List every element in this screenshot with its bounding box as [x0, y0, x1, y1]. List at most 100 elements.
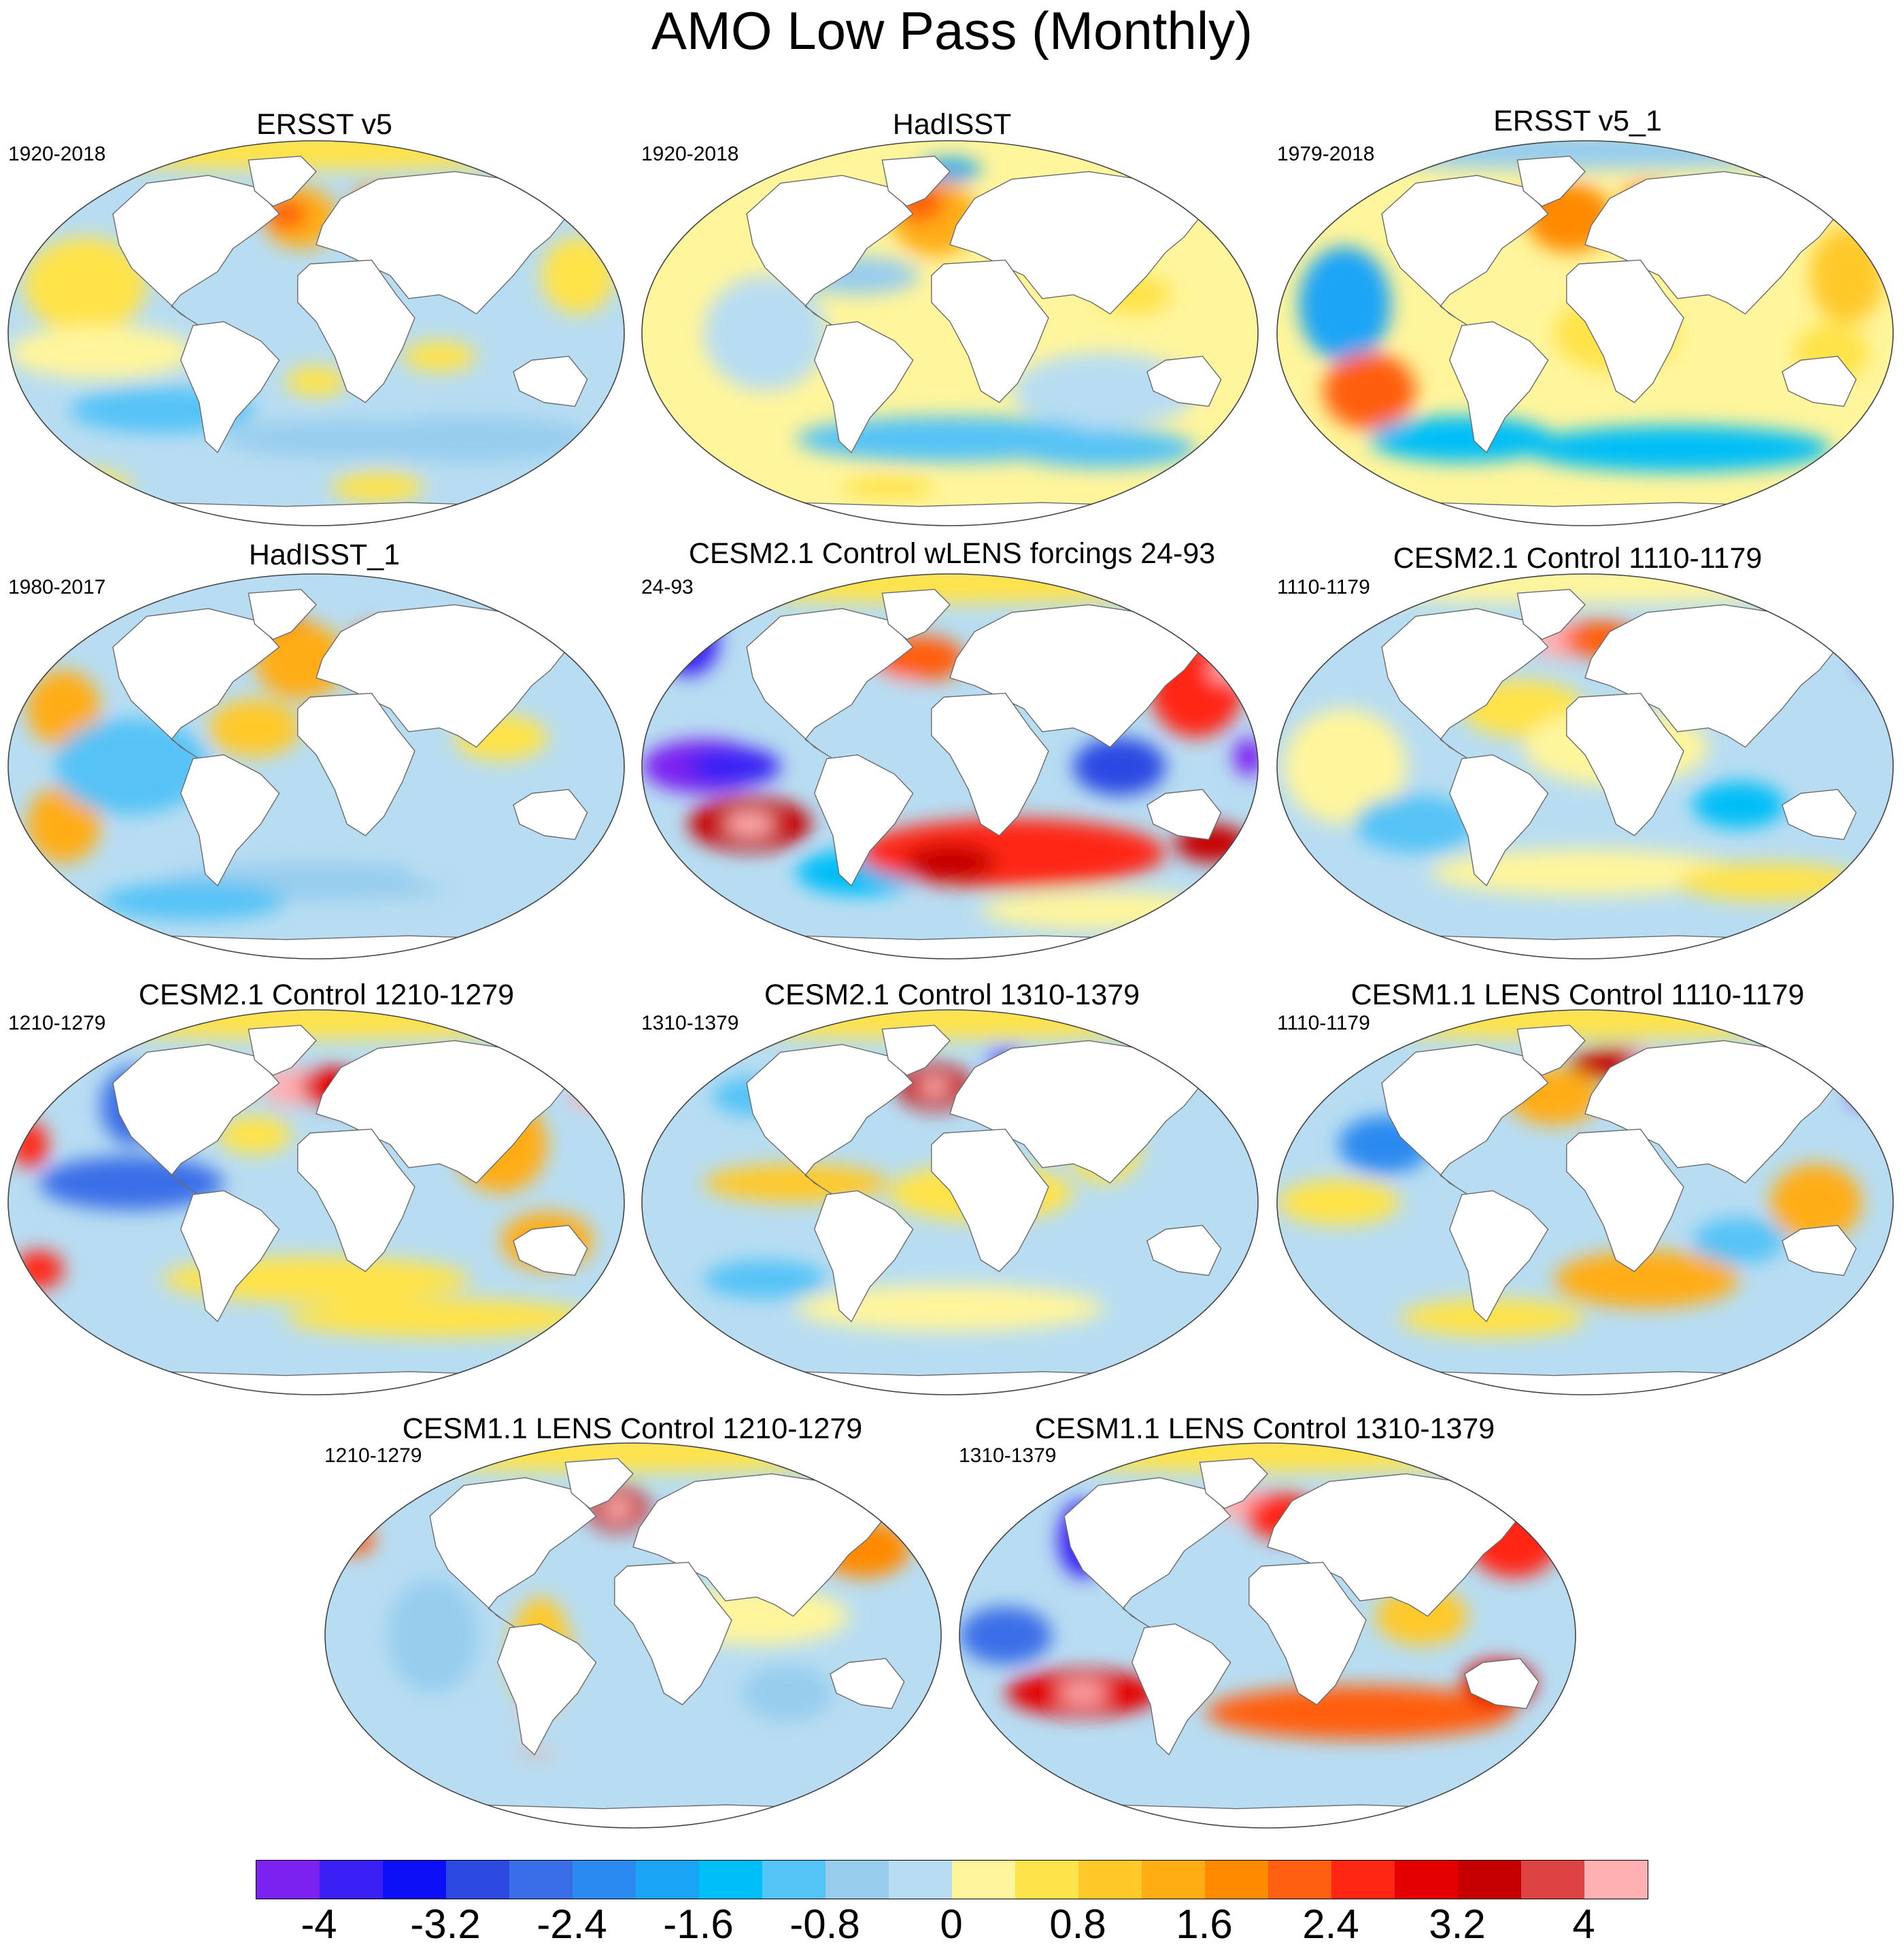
anomaly-region [208, 698, 301, 757]
land-antarctica [647, 1371, 1253, 1395]
map-field [1277, 574, 1893, 959]
panel-period-6: 1110-1179 [1277, 576, 1370, 598]
colorbar [256, 1860, 1648, 1899]
panel-title-5: CESM2.1 Control wLENS forcings 24-93 [688, 537, 1216, 570]
land-northAmerica [746, 1044, 914, 1195]
anomaly-region [919, 1077, 950, 1097]
colorbar-swatch [256, 1861, 320, 1899]
land-africa [297, 259, 415, 403]
colorbar-swatch [1521, 1861, 1584, 1899]
anomaly-region [1208, 658, 1246, 682]
land-australia [513, 1225, 588, 1276]
map-border [1276, 140, 1894, 526]
colorbar-tick-label: 0 [940, 1901, 963, 1947]
map-panel-1 [7, 140, 625, 526]
anomaly-region [1400, 1298, 1585, 1338]
anomaly-region [981, 891, 1227, 930]
land-greenland [881, 588, 951, 640]
anomaly-region [1277, 1179, 1401, 1225]
land-antarctica [330, 1804, 936, 1828]
land-australia [1146, 789, 1222, 841]
colorbar-swatch [762, 1861, 826, 1899]
panel-title-2: HadISST [892, 108, 1012, 141]
map-border [7, 1009, 625, 1395]
land-northAmerica [746, 608, 914, 760]
land-greenland [248, 1024, 317, 1076]
colorbar-tick-label: 2.4 [1302, 1901, 1359, 1947]
panel-period-5: 24-93 [641, 576, 694, 598]
anomaly-region [1206, 1685, 1514, 1740]
land-northAmerica [1064, 1477, 1231, 1629]
land-africa [1566, 1128, 1684, 1272]
land-southAmerica [1448, 321, 1549, 454]
colorbar-swatch [383, 1861, 446, 1899]
map-border [1276, 573, 1894, 960]
panel-title-6: CESM2.1 Control 1110-1179 [1393, 542, 1763, 575]
land-antarctica [1282, 502, 1888, 526]
anomaly-region [1693, 1217, 1786, 1264]
land-greenland [1199, 1457, 1268, 1509]
land-southAmerica [1131, 1623, 1231, 1756]
map-panel-4 [7, 573, 625, 960]
colorbar-swatch [1205, 1861, 1268, 1899]
land-africa [931, 692, 1049, 836]
colorbar-swatch [826, 1861, 889, 1899]
anomaly-region [479, 1708, 787, 1755]
anomaly-region [568, 1085, 618, 1108]
anomaly-region [842, 475, 935, 499]
anomaly-region [1057, 1683, 1108, 1703]
land-australia [1782, 1225, 1857, 1276]
anomaly-region [1011, 429, 1197, 469]
map-border [641, 573, 1259, 960]
land-antarctica [1282, 1371, 1888, 1395]
map-border [7, 140, 625, 526]
land-antarctica [647, 935, 1253, 959]
panel-title-9: CESM1.1 LENS Control 1110-1179 [1350, 979, 1805, 1011]
map-border [324, 1442, 942, 1829]
land-antarctica [647, 502, 1253, 526]
anomaly-region [11, 1121, 48, 1168]
colorbar-tick-label: -0.8 [789, 1901, 860, 1947]
land-antarctica [1282, 935, 1888, 959]
colorbar-tick-label: 0.8 [1049, 1901, 1106, 1947]
panel-title-11: CESM1.1 LENS Control 1310-1379 [1034, 1412, 1495, 1445]
panel-period-11: 1310-1379 [959, 1444, 1057, 1467]
panel-period-3: 1979-2018 [1277, 143, 1375, 165]
panel-period-9: 1110-1179 [1277, 1012, 1370, 1034]
land-africa [1566, 692, 1684, 836]
land-greenland [1516, 588, 1586, 640]
land-southAmerica [496, 1623, 597, 1756]
panel-title-8: CESM2.1 Control 1310-1379 [764, 979, 1140, 1011]
anomaly-region [14, 1250, 64, 1289]
anomaly-region [741, 1664, 834, 1723]
map-field [1277, 141, 1893, 526]
anomaly-region [904, 843, 996, 882]
anomaly-region [1323, 352, 1416, 430]
anomaly-region [796, 1285, 1104, 1331]
land-northAmerica [1381, 608, 1549, 760]
map-panel-8 [641, 1009, 1259, 1395]
land-northAmerica [112, 608, 280, 760]
colorbar-swatch [1584, 1861, 1648, 1899]
panel-title-1: ERSST v5 [256, 108, 392, 141]
land-africa [931, 259, 1049, 403]
anomaly-region [1233, 737, 1258, 777]
anomaly-region [725, 812, 775, 836]
anomaly-region [1523, 425, 1832, 472]
colorbar-swatch [1395, 1861, 1458, 1899]
panel-title-3: ERSST v5_1 [1493, 105, 1662, 137]
colorbar-swatch [1142, 1861, 1205, 1899]
map-border [1276, 1009, 1894, 1395]
panel-title-7: CESM2.1 Control 1210-1279 [138, 979, 515, 1011]
anomaly-region [703, 1259, 827, 1299]
map-border [641, 140, 1259, 526]
map-field [8, 141, 624, 526]
land-australia [513, 789, 588, 841]
land-africa [1566, 259, 1684, 403]
panel-period-4: 1980-2017 [8, 576, 106, 598]
map-panel-2 [641, 140, 1259, 526]
map-field [959, 1443, 1576, 1828]
anomaly-region [386, 1578, 479, 1693]
land-australia [830, 1658, 905, 1710]
land-antarctica [14, 502, 619, 526]
